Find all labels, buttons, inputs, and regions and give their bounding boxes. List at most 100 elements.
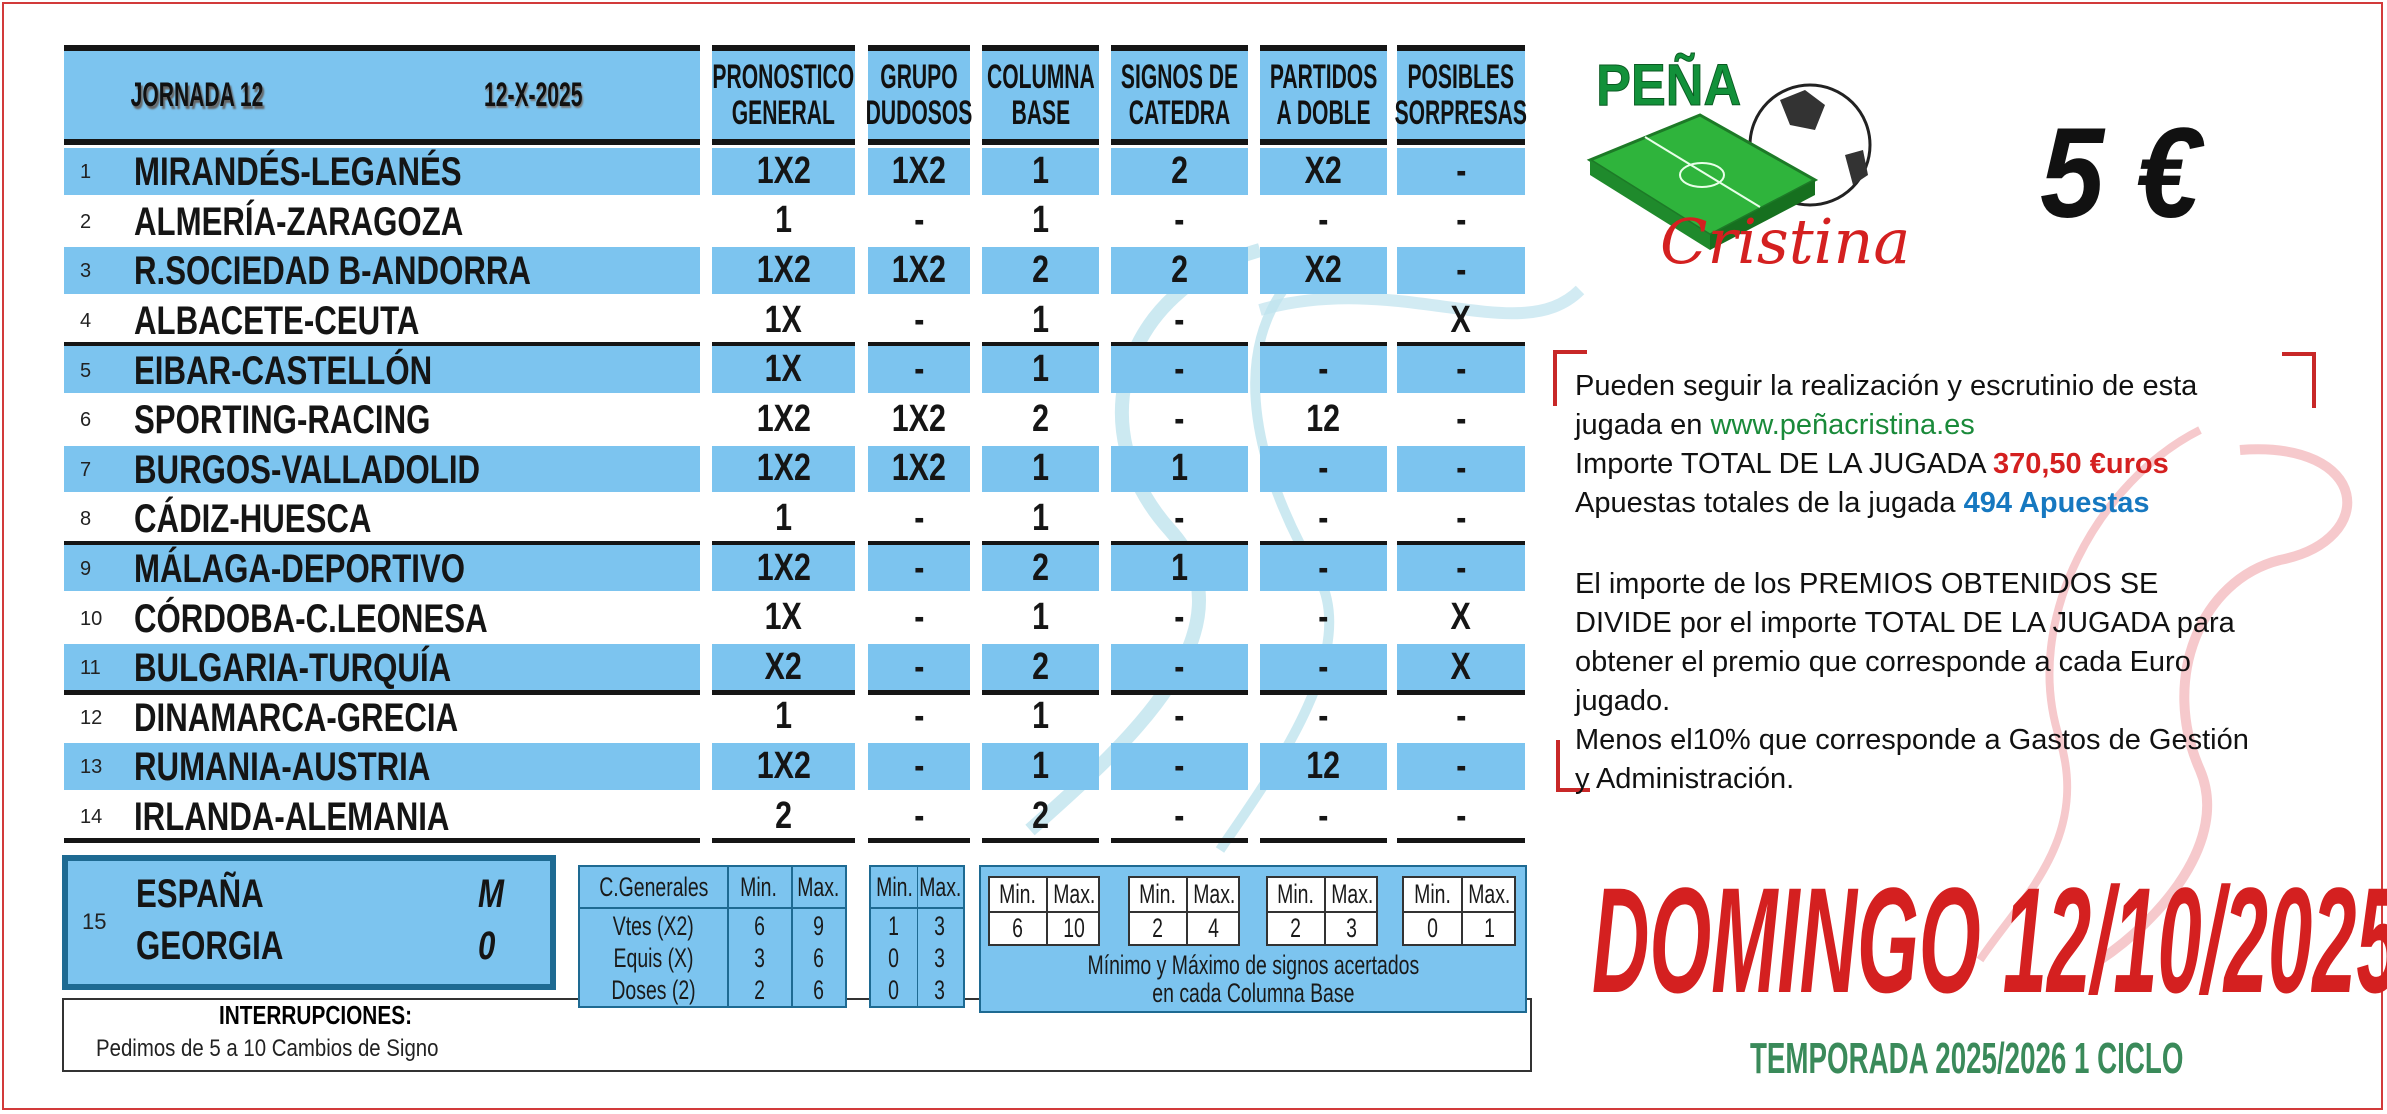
- match-day-date: DOMINGO 12/10/2025: [1592, 856, 2387, 1024]
- match-number: 11: [80, 657, 101, 680]
- info-text: jugada en: [1575, 409, 1711, 441]
- prediction-value: 1: [1032, 199, 1049, 242]
- group-separator: [982, 689, 1099, 695]
- prediction-value: -: [1455, 794, 1467, 837]
- prediction-value: X2: [1304, 248, 1343, 291]
- base-max: 4: [1208, 913, 1220, 943]
- group-separator: [1397, 689, 1525, 695]
- prediction-cell: -: [1260, 544, 1387, 592]
- group-separator: [1397, 838, 1525, 844]
- match-number: 10: [80, 607, 103, 630]
- prediction-cell: 1: [982, 198, 1099, 245]
- prediction-value: -: [1455, 248, 1467, 291]
- prediction-cell: X2: [1260, 247, 1387, 294]
- prediction-value: -: [913, 199, 925, 242]
- prediction-cell: X: [1397, 594, 1525, 641]
- website-link[interactable]: www.peñacristina.es: [1710, 409, 1975, 441]
- prediction-value: -: [913, 348, 925, 391]
- prediction-cell: 2: [982, 644, 1099, 691]
- match-number: 7: [80, 458, 92, 481]
- prediction-value: 1: [1032, 348, 1049, 391]
- column-header-line: BASE: [1011, 94, 1070, 132]
- bracket-bottom-left: [1556, 788, 1590, 792]
- prediction-value: -: [1455, 496, 1467, 539]
- prediction-value: 12: [1306, 397, 1341, 440]
- prediction-cell: 1: [982, 346, 1099, 393]
- prediction-value: 1: [1032, 447, 1049, 490]
- column-header-line: CATEDRA: [1128, 94, 1231, 132]
- group-separator: [1111, 342, 1248, 348]
- match-row: [64, 445, 700, 493]
- prediction-cell: X: [1397, 644, 1525, 691]
- prediction-value: -: [1455, 695, 1467, 738]
- prediction-cell: -: [1260, 594, 1387, 641]
- prediction-value: 1X2: [756, 447, 811, 490]
- prediction-cell: 1: [712, 198, 855, 245]
- prediction-cell: -: [868, 544, 970, 592]
- info-line: Pueden seguir la realización y escrutini…: [1575, 370, 2198, 402]
- group-separator: [868, 689, 970, 695]
- stats-max: 6: [813, 974, 825, 1005]
- base-max-label: Max.: [1192, 879, 1236, 909]
- prediction-cell: -: [1111, 198, 1248, 245]
- column-header-line: COLUMNA: [986, 58, 1095, 96]
- prediction-value: 1X2: [756, 248, 811, 291]
- prediction-value: 1X2: [891, 397, 947, 440]
- prediction-cell: 2: [982, 544, 1099, 592]
- column-header: GRUPO DUDOSOS: [866, 45, 972, 145]
- info-line: jugado.: [1575, 685, 1671, 717]
- info-line: Menos el10% que corresponde a Gastos de …: [1575, 724, 2249, 756]
- base-caption: Mínimo y Máximo de signos acertados: [1087, 949, 1419, 980]
- prediction-value: -: [913, 596, 925, 639]
- prediction-value: 12: [1306, 744, 1341, 787]
- pleno-home-goals: M: [478, 871, 504, 916]
- prediction-value: -: [1174, 199, 1185, 242]
- match-teams: RUMANIA-AUSTRIA: [134, 745, 431, 790]
- prediction-value: 1: [775, 695, 792, 738]
- total-apuestas: 494 Apuestas: [1963, 487, 2150, 519]
- column-header-line: A DOBLE: [1276, 94, 1371, 132]
- prediction-cell: 1: [982, 743, 1099, 790]
- prediction-cell: 1X2: [712, 445, 855, 493]
- prediction-cell: -: [1260, 445, 1387, 493]
- prediction-value: 1: [775, 199, 792, 242]
- prediction-cell: -: [1397, 544, 1525, 592]
- prediction-value: -: [913, 546, 925, 589]
- group-separator: [982, 342, 1099, 348]
- base-max-label: Max.: [1052, 879, 1096, 909]
- match-teams: BULGARIA-TURQUÍA: [134, 646, 452, 691]
- prediction-cell: -: [1111, 297, 1248, 344]
- pena-cristina-logo: PEÑA Cristina: [1586, 52, 1910, 275]
- group-separator: [64, 540, 700, 546]
- match-number: 13: [80, 756, 103, 779]
- prediction-cell: -: [1397, 793, 1525, 840]
- prediction-cell: -: [1397, 148, 1525, 195]
- match-teams: ALMERÍA-ZARAGOZA: [134, 199, 464, 244]
- prediction-value: -: [1174, 348, 1185, 391]
- prediction-cell: 2: [712, 793, 855, 840]
- prediction-cell: 1X: [712, 297, 855, 344]
- prediction-value: -: [913, 496, 925, 539]
- prediction-cell: -: [868, 495, 970, 542]
- column-header: SIGNOS DE CATEDRA: [1111, 45, 1248, 145]
- group-separator: [868, 838, 970, 844]
- match-teams: EIBAR-CASTELLÓN: [134, 348, 433, 393]
- column-header: COLUMNA BASE: [982, 45, 1099, 145]
- prediction-cell: -: [1111, 594, 1248, 641]
- prediction-value: -: [1174, 744, 1185, 787]
- prediction-cell: 1X2: [712, 544, 855, 592]
- stats-max: 6: [813, 942, 825, 973]
- info-line: obtener el premio que corresponde a cada…: [1575, 646, 2191, 678]
- prediction-cell: 1: [1111, 544, 1248, 592]
- stats-row-label: Doses (2): [611, 974, 696, 1005]
- prediction-value: -: [913, 744, 925, 787]
- bracket-top-left: [1553, 350, 1587, 354]
- column-header-line: GENERAL: [731, 94, 836, 132]
- prediction-cell: 1X2: [868, 247, 970, 294]
- info-line: DIVIDE por el importe TOTAL DE LA JUGADA…: [1575, 607, 2235, 639]
- prediction-value: 2: [1032, 546, 1049, 589]
- prediction-value: 1X2: [891, 447, 947, 490]
- prediction-cell: -: [1111, 793, 1248, 840]
- prediction-cell: 2: [982, 247, 1099, 294]
